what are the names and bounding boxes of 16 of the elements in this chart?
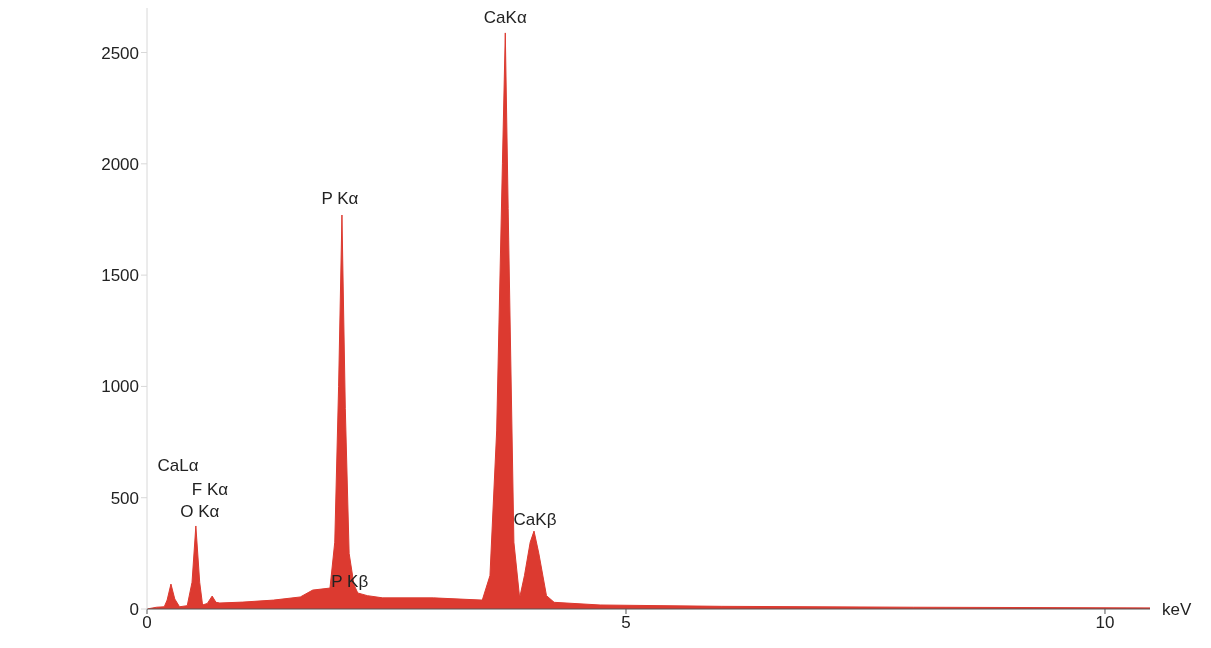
annotation: O Kα <box>180 502 220 522</box>
annotation: CaKα <box>483 8 527 28</box>
x-tick-label: 0 <box>142 613 152 633</box>
annotation: F Kα <box>191 479 229 499</box>
y-tick-label: 1500 <box>101 266 139 286</box>
y-tick-label: 1000 <box>101 377 139 397</box>
y-tick-label: 2500 <box>101 43 139 63</box>
y-tick-label: 2000 <box>101 154 139 174</box>
x-tick-label: 5 <box>621 613 631 633</box>
y-tick-label: 0 <box>129 600 139 620</box>
annotation: CaKβ <box>513 509 557 529</box>
x-tick-label: 10 <box>1095 613 1115 633</box>
x-axis-title: keV <box>1162 600 1192 620</box>
annotation: CaLα <box>157 455 199 475</box>
annotation: P Kα <box>321 188 359 208</box>
y-tick-label: 500 <box>110 488 139 508</box>
